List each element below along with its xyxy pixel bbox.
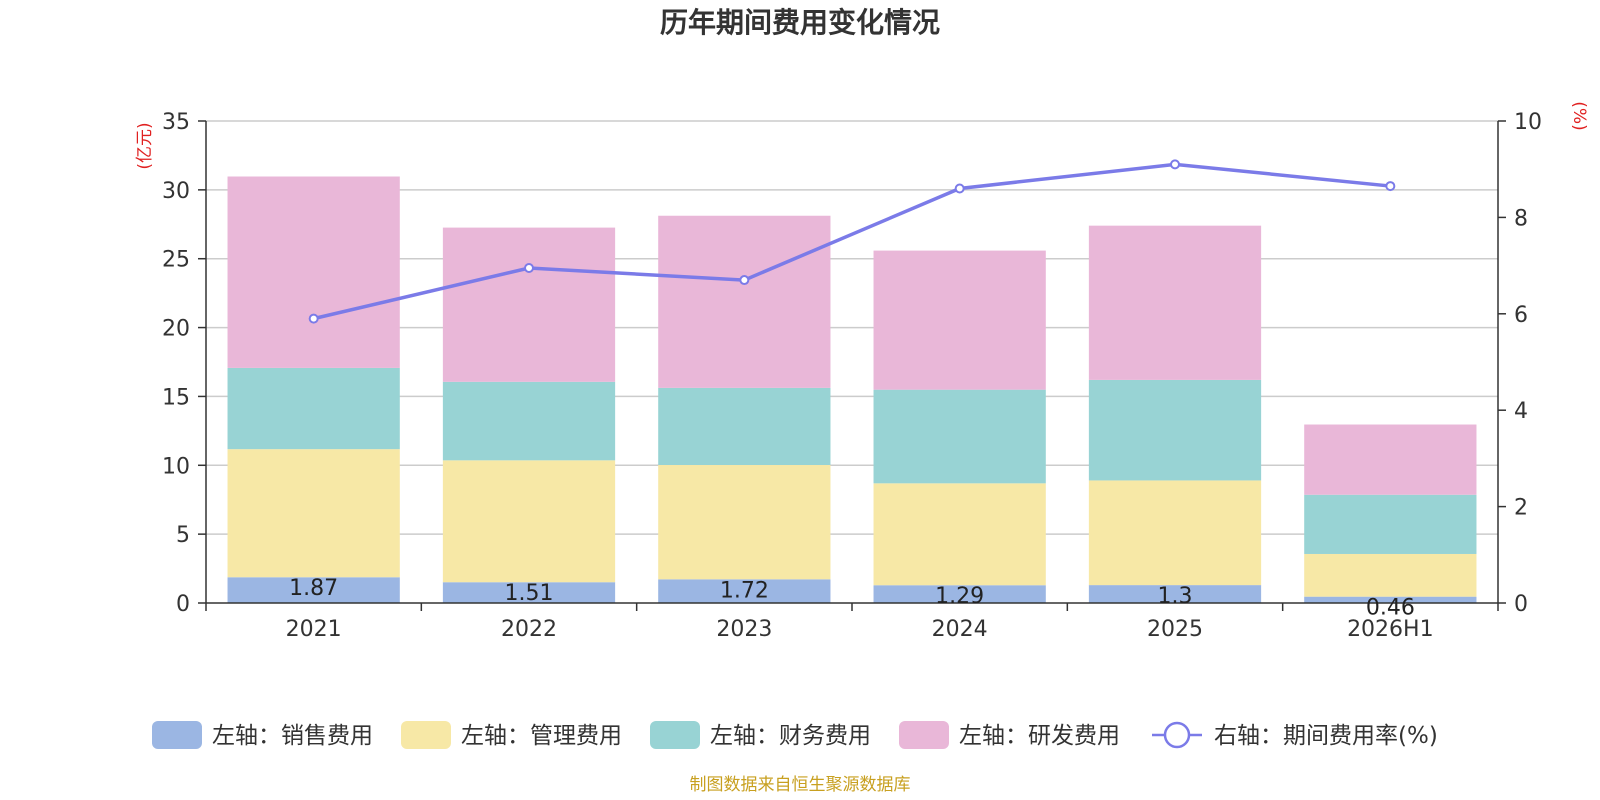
bar-1-2026H1: [1304, 596, 1477, 603]
bar-1-2021: [227, 577, 400, 603]
x-tick-label: 2025: [1147, 617, 1203, 642]
right-tick-label: 2: [1514, 496, 1528, 521]
right-tick-label: 6: [1514, 303, 1528, 328]
rate-point-2026H1: [1385, 181, 1396, 192]
bar-4-2023: [658, 215, 831, 388]
legend-label: 右轴：期间费用率(%): [1214, 723, 1438, 749]
legend-label: 左轴：管理费用: [461, 723, 622, 749]
bar-3-2026H1: [1304, 494, 1477, 554]
left-tick-label: 35: [162, 110, 190, 135]
bar-4-2022: [442, 227, 616, 382]
bar-3-2022: [442, 381, 616, 461]
data-labels: 1.87 1.51 1.72 1.29 1.3 0.46: [289, 576, 1415, 620]
bar-4-2026H1: [1304, 424, 1477, 495]
bar-1-2022: [442, 582, 616, 603]
legend-label: 左轴：财务费用: [710, 723, 871, 749]
data-label-2021: 1.87: [289, 576, 338, 601]
legend-circle-marker: [1163, 721, 1191, 749]
legend-swatch: [152, 721, 202, 749]
legend-item-5[interactable]: 右轴：期间费用率(%): [1152, 721, 1438, 749]
data-label-2023: 1.72: [720, 578, 769, 603]
right-tick-label: 10: [1514, 110, 1542, 135]
left-tick-label: 15: [162, 385, 190, 410]
bar-2-2024: [873, 483, 1046, 586]
grid-lines: [206, 120, 1498, 535]
x-tick-label: 2022: [501, 617, 557, 642]
rate-line: [313, 162, 1391, 321]
left-tick-label: 25: [162, 248, 190, 273]
rate-point-2023: [739, 275, 750, 286]
bar-1-2025: [1088, 585, 1262, 603]
legend[interactable]: 左轴：销售费用 左轴：管理费用 左轴：财务费用 左轴：研发费用 右轴：期间费用率(%): [152, 721, 1438, 749]
x-tick-label: 2023: [716, 617, 772, 642]
bar-3-2021: [227, 367, 400, 450]
x-tick-label: 2021: [286, 617, 342, 642]
rate-line-series: [308, 159, 1396, 324]
left-tick-label: 20: [162, 317, 190, 342]
rate-point-2025: [1170, 159, 1180, 170]
left-tick-label: 5: [176, 523, 190, 548]
bar-4-2024: [873, 250, 1046, 390]
legend-item-2[interactable]: 左轴：管理费用: [401, 721, 622, 749]
right-tick-label: 4: [1514, 399, 1528, 424]
rate-point-2022: [524, 263, 534, 274]
bar-1-2024: [873, 585, 1046, 603]
bar-3-2024: [873, 389, 1046, 484]
legend-item-4[interactable]: 左轴：研发费用: [899, 721, 1120, 749]
legend-swatch: [650, 721, 700, 749]
bar-2-2025: [1088, 480, 1262, 586]
data-label-2022: 1.51: [505, 581, 554, 606]
legend-item-1[interactable]: 左轴：销售费用: [152, 721, 373, 749]
right-tick-label: 0: [1514, 592, 1528, 617]
chart-title: 历年期间费用变化情况: [660, 6, 940, 39]
legend-swatch: [401, 721, 451, 749]
bar-series: [227, 176, 1477, 603]
bar-2-2021: [227, 449, 400, 578]
bar-2-2023: [658, 465, 831, 580]
right-axis-unit: (%): [1569, 101, 1589, 130]
bar-4-2025: [1088, 225, 1262, 380]
data-source-note: 制图数据来自恒生聚源数据库: [690, 775, 911, 795]
bar-3-2023: [658, 387, 831, 466]
bar-2-2022: [442, 460, 616, 583]
bar-1-2023: [658, 579, 831, 603]
rate-point-2021: [308, 313, 319, 324]
legend-label: 左轴：销售费用: [212, 723, 373, 749]
data-label-2025: 1.3: [1158, 584, 1193, 609]
data-label-2024: 1.29: [935, 584, 984, 609]
right-tick-label: 8: [1514, 206, 1528, 231]
rate-point-2024: [954, 183, 965, 194]
left-tick-label: 10: [162, 454, 190, 479]
left-axis-unit: (亿元): [135, 122, 155, 169]
x-tick-label: 2026H1: [1347, 617, 1434, 642]
x-tick-label: 2024: [932, 617, 988, 642]
bar-3-2025: [1088, 379, 1262, 481]
legend-swatch: [899, 721, 949, 749]
data-label-2026H1: 0.46: [1366, 596, 1415, 621]
bar-4-2021: [227, 176, 400, 368]
left-tick-label: 0: [176, 592, 190, 617]
legend-label: 左轴：研发费用: [959, 723, 1120, 749]
left-tick-label: 30: [162, 179, 190, 204]
bar-2-2026H1: [1304, 553, 1477, 597]
legend-item-3[interactable]: 左轴：财务费用: [650, 721, 871, 749]
